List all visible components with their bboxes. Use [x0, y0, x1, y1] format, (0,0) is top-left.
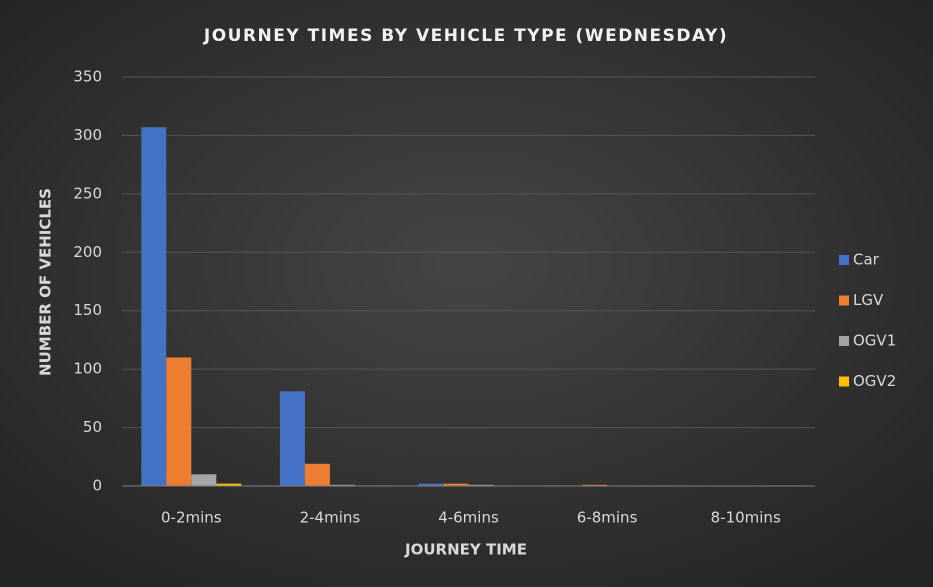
bar — [418, 483, 444, 486]
bar — [468, 484, 494, 486]
legend-label: LGV — [853, 291, 884, 309]
x-tick-label: 0-2mins — [161, 509, 222, 527]
y-tick-label: 50 — [83, 418, 102, 436]
legend-swatch — [839, 255, 849, 265]
bar — [191, 474, 217, 486]
legend-label: Car — [853, 251, 880, 269]
x-tick-label: 8-10mins — [711, 509, 781, 527]
y-tick-label: 100 — [73, 360, 102, 378]
bar — [166, 357, 192, 486]
y-tick-label: 250 — [73, 184, 102, 202]
x-axis-title: JOURNEY TIME — [404, 541, 527, 559]
y-tick-label: 200 — [73, 243, 102, 261]
bar — [216, 483, 242, 486]
x-tick-label: 6-8mins — [577, 509, 638, 527]
y-tick-label: 150 — [73, 301, 102, 319]
y-tick-label: 350 — [73, 68, 102, 86]
x-tick-label: 2-4mins — [300, 509, 361, 527]
bar — [443, 483, 469, 486]
y-axis-title: NUMBER OF VEHICLES — [37, 188, 55, 376]
legend-label: OGV2 — [853, 372, 896, 390]
bar — [304, 463, 330, 486]
legend-swatch — [839, 336, 849, 346]
y-tick-label: 300 — [73, 126, 102, 144]
bar — [279, 391, 305, 486]
chart-title: JOURNEY TIMES BY VEHICLE TYPE (WEDNESDAY… — [203, 26, 728, 46]
legend-swatch — [839, 376, 849, 387]
legend-label: OGV1 — [853, 332, 896, 350]
x-tick-label: 4-6mins — [438, 509, 499, 527]
y-tick-label: 0 — [92, 477, 102, 495]
bar — [329, 484, 355, 486]
legend-swatch — [839, 295, 849, 306]
bar — [582, 484, 608, 486]
bar — [141, 127, 167, 487]
